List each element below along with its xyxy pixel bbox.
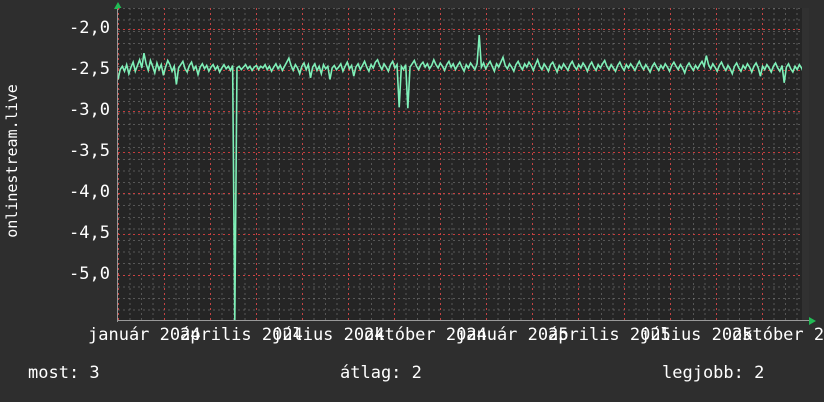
- y-axis-arrow-icon: [114, 2, 122, 9]
- x-tick-label: október 2024: [364, 325, 487, 345]
- y-tick-label: -3,5: [69, 140, 110, 161]
- legend-average: átlag: 2: [340, 363, 422, 383]
- legend-best: legjobb: 2: [662, 363, 765, 383]
- y-axis-title: onlinestream.live: [0, 0, 24, 322]
- y-axis-title-text: onlinestream.live: [3, 84, 21, 238]
- y-tick-label: -4,5: [69, 222, 110, 243]
- x-tick-label: július 2024: [272, 325, 385, 345]
- x-axis-line: [117, 320, 809, 321]
- summary-legend: most: 3 átlag: 2 legjobb: 2: [0, 362, 824, 392]
- x-axis-tick-labels: január 2024 április 2024 július 2024 októbe…: [0, 326, 824, 350]
- y-tick-label: -3,0: [69, 99, 110, 120]
- y-axis-tick-labels: -2,0 -2,5 -3,0 -3,5 -4,0 -4,5 -5,0: [28, 0, 114, 322]
- x-tick-label: április 2025: [548, 325, 671, 345]
- y-tick-label: -5,0: [69, 263, 110, 284]
- x-tick-label: január 2024: [88, 325, 201, 345]
- data-line-series: [118, 35, 808, 320]
- y-tick-label: -4,0: [69, 181, 110, 202]
- legend-now: most: 3: [28, 363, 100, 383]
- x-tick-label: január 2025: [456, 325, 569, 345]
- y-tick-label: -2,5: [69, 58, 110, 79]
- y-axis-line: [117, 6, 118, 322]
- y-tick-label: -2,0: [69, 17, 110, 38]
- x-tick-label: október 202: [732, 325, 824, 345]
- x-axis-arrow-icon: [809, 317, 816, 325]
- plot-area: [118, 8, 808, 320]
- plot-right-shade: [802, 8, 809, 320]
- x-tick-label: július 2025: [640, 325, 753, 345]
- x-tick-label: április 2024: [180, 325, 303, 345]
